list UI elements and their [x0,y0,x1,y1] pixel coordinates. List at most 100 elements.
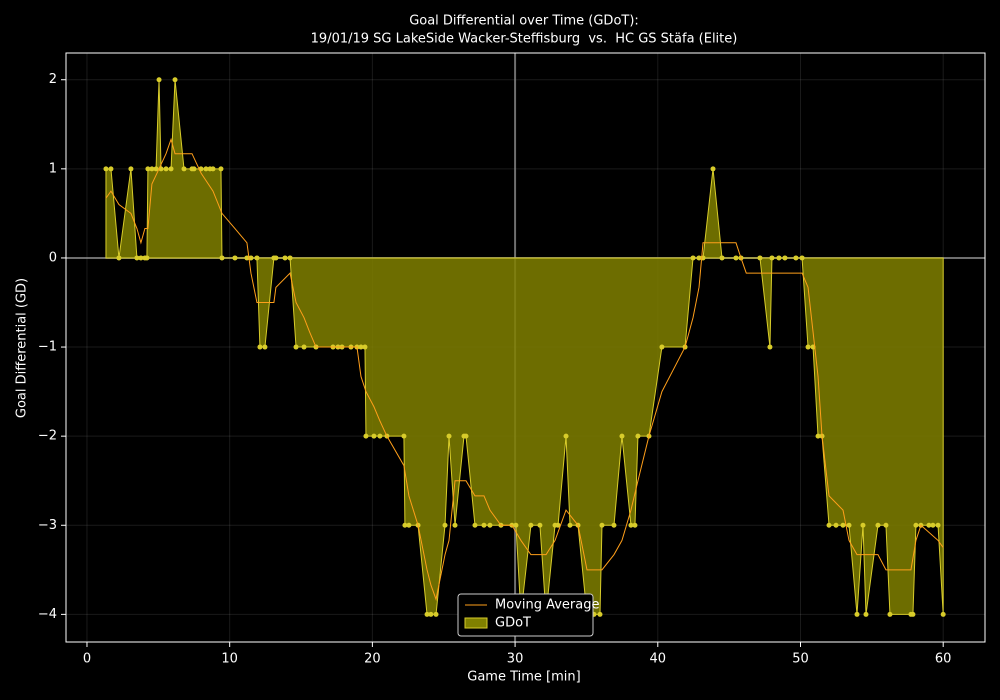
data-point [145,166,151,172]
data-point [371,433,377,439]
data-point [597,611,603,617]
data-point [513,522,519,528]
legend-label: GDoT [495,616,531,631]
data-point [913,522,919,528]
data-point [733,255,739,261]
y-axis-label: Goal Differential (GD) [15,278,30,418]
data-point [696,255,702,261]
data-point [767,344,773,350]
data-point [635,433,641,439]
data-point [619,433,625,439]
data-point [805,344,811,350]
data-point [138,255,144,261]
data-point [452,522,458,528]
data-point [563,433,569,439]
data-point [782,255,788,261]
data-point [815,433,821,439]
data-point [481,522,487,528]
data-point [301,344,307,350]
chart-subtitle: 19/01/19 SG LakeSide Wacker-Steffisburg … [311,32,738,47]
x-tick-label: 20 [364,652,381,667]
x-axis-label: Game Time [min] [467,670,580,685]
data-point [446,433,452,439]
data-point [690,255,696,261]
data-point [442,522,448,528]
data-point [846,522,852,528]
data-point [887,611,893,617]
data-point [826,522,832,528]
data-point [719,255,725,261]
data-point [168,166,174,172]
y-tick-label: 1 [49,161,57,176]
data-point [433,611,439,617]
data-point [776,255,782,261]
x-tick-label: 60 [935,652,952,667]
data-point [424,611,430,617]
data-point [232,255,238,261]
data-point [833,522,839,528]
data-point [128,166,134,172]
data-point [401,433,407,439]
data-point [854,611,860,617]
data-point [659,344,665,350]
legend: Moving Average GDoT [457,593,599,637]
y-tick-label: 0 [49,250,57,265]
x-tick-label: 50 [792,652,809,667]
data-point [611,522,617,528]
data-point [935,522,941,528]
data-point [363,433,369,439]
data-point [156,77,162,83]
data-point [769,255,775,261]
data-point [793,255,799,261]
data-point [248,255,254,261]
y-tick-label: −1 [38,340,57,355]
data-point [472,522,478,528]
data-point [287,255,293,261]
data-point [218,166,224,172]
x-tick-label: 10 [221,652,238,667]
data-point [567,522,573,528]
data-point [599,522,605,528]
data-point [282,255,288,261]
legend-label: Moving Average [495,598,599,613]
legend-box [457,593,594,637]
data-point [840,522,846,528]
y-tick-label: −3 [38,518,57,533]
x-tick-label: 30 [507,652,524,667]
data-point [537,522,543,528]
data-point [358,344,364,350]
data-point [428,611,434,617]
data-point [134,255,140,261]
data-point [172,77,178,83]
plot-frame [65,52,986,643]
data-point [710,166,716,172]
data-point [153,166,159,172]
data-point [463,433,469,439]
chart-title: Goal Differential over Time (GDoT): [409,14,639,29]
data-point [863,611,869,617]
data-point [149,166,155,172]
data-point [103,166,109,172]
x-tick-label: 0 [83,652,91,667]
data-point [191,166,197,172]
legend-swatch [464,617,488,629]
data-point [293,344,299,350]
data-point [628,522,634,528]
data-point [144,255,150,261]
y-tick-label: 2 [49,72,57,87]
line [105,137,944,602]
data-point [555,522,561,528]
data-point [528,522,534,528]
data-point [406,522,412,528]
x-tick-label: 40 [650,652,667,667]
data-point [362,344,368,350]
data-point [930,522,936,528]
data-point [632,522,638,528]
data-point [116,255,122,261]
data-point [757,255,763,261]
data-point [377,433,383,439]
data-point [210,166,216,172]
data-point [163,166,169,172]
data-point [860,522,866,528]
